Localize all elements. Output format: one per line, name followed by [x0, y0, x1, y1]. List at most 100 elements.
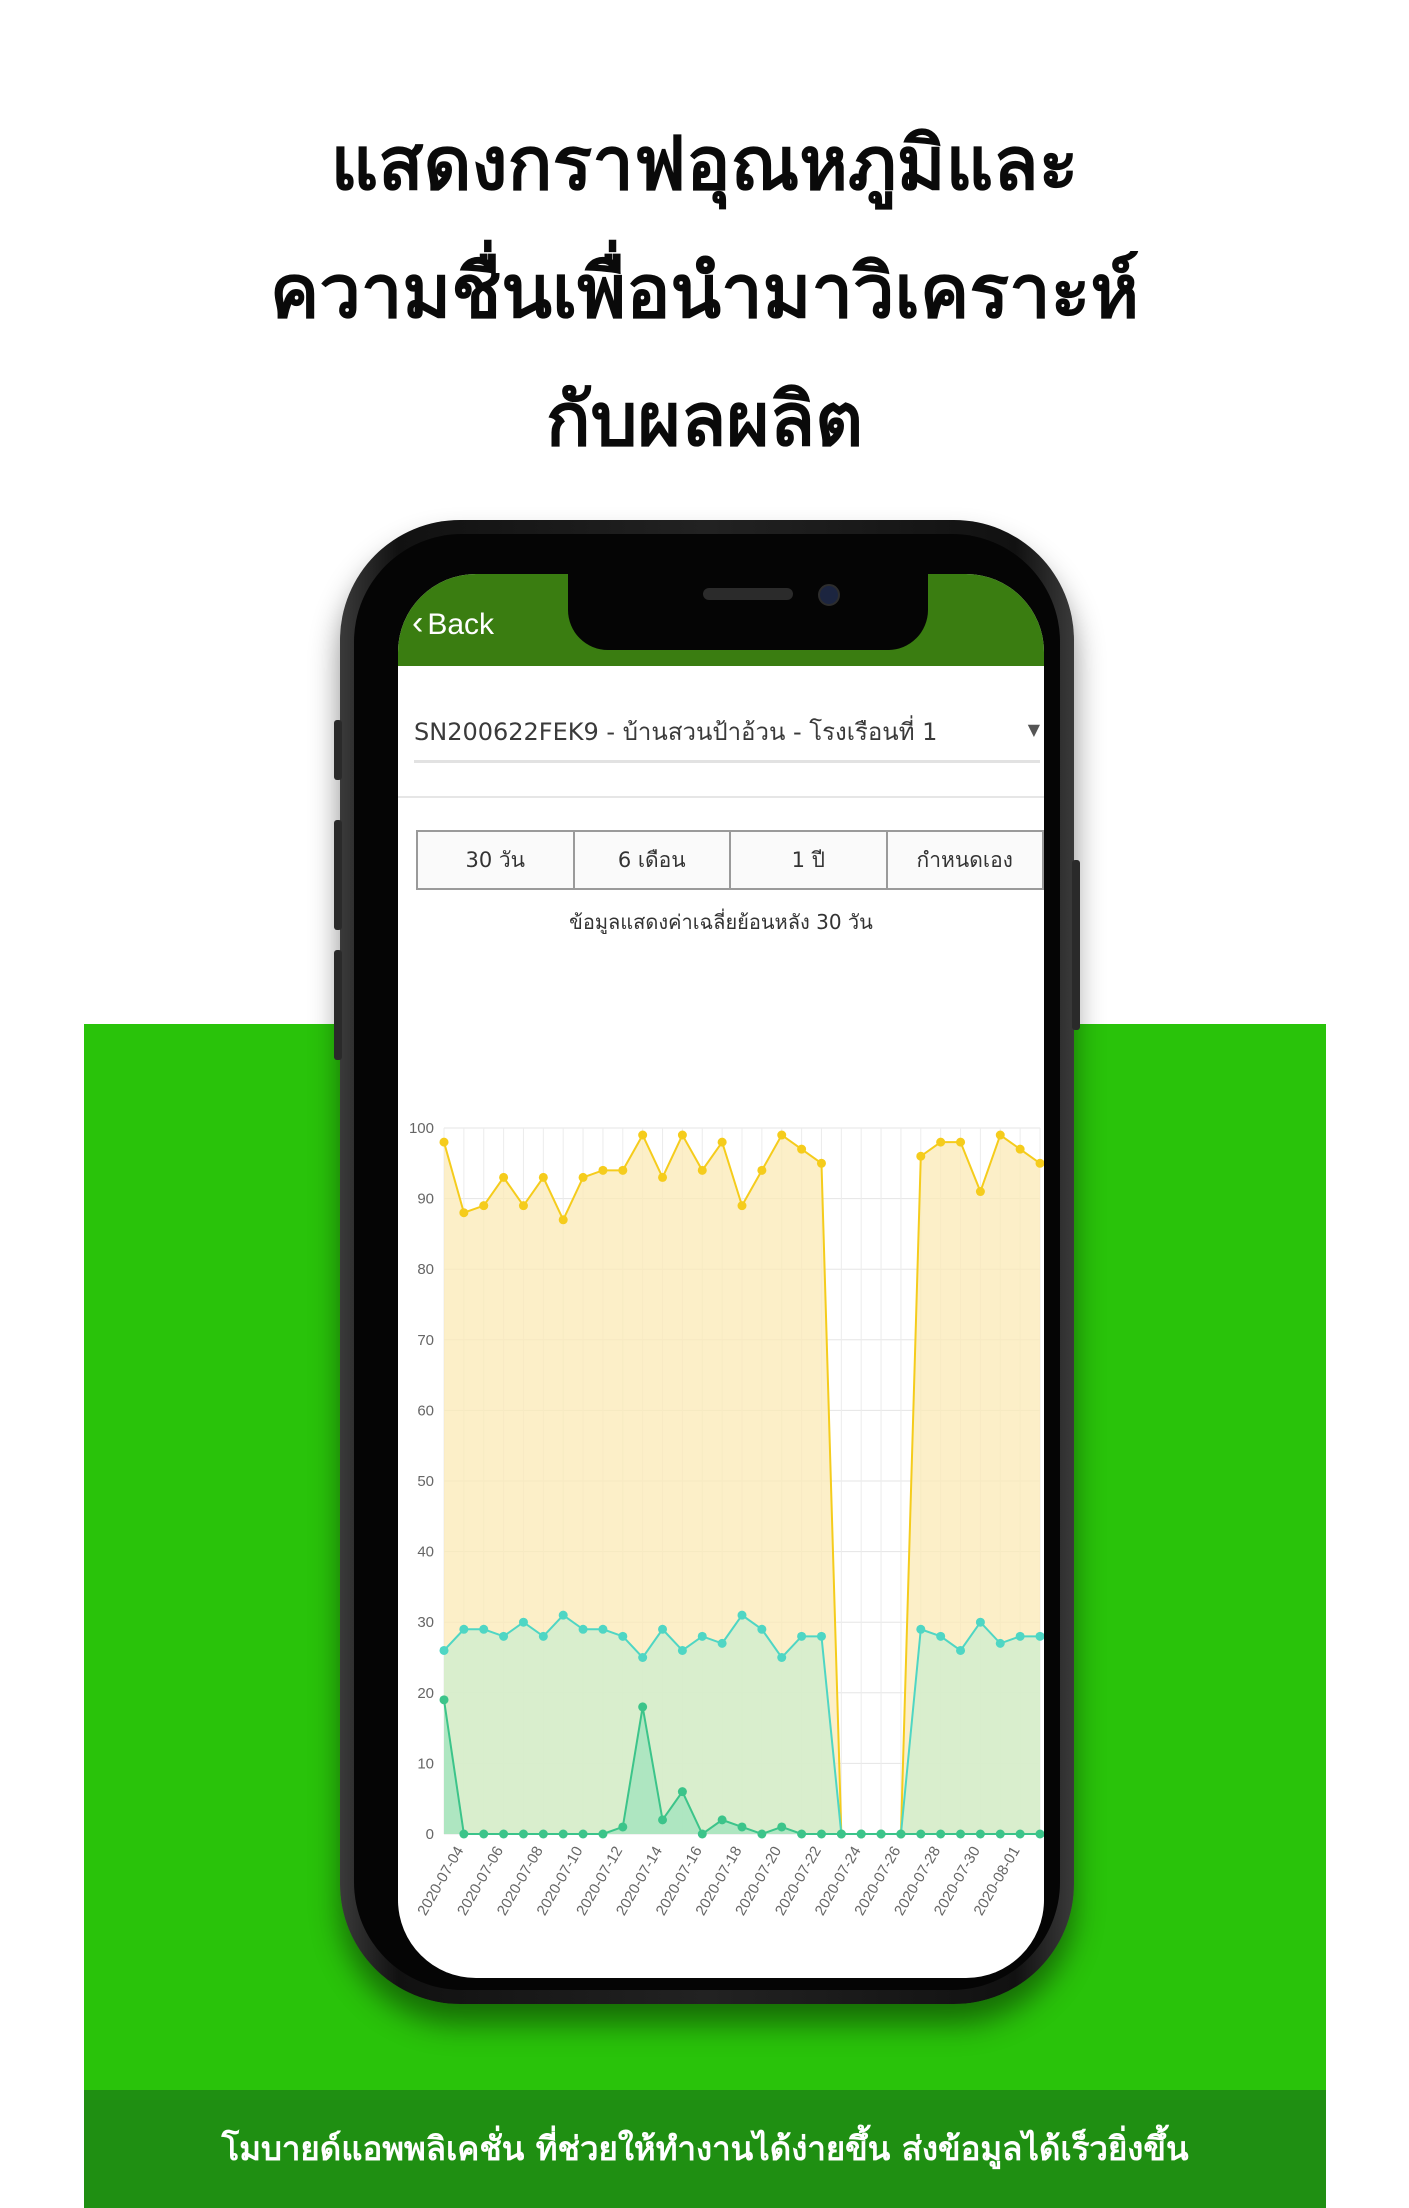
data-point: [956, 1137, 966, 1147]
data-point: [916, 1829, 926, 1839]
y-tick-label: 80: [417, 1261, 434, 1278]
headline-line-2: ความชื่นเพื่อนำมาวิเคราะห์: [269, 249, 1140, 335]
tab-30-days[interactable]: 30 วัน: [418, 832, 575, 888]
back-label: Back: [427, 608, 495, 641]
data-point: [836, 1829, 846, 1839]
data-point: [578, 1829, 588, 1839]
data-point: [717, 1137, 727, 1147]
data-point: [916, 1624, 926, 1634]
data-point: [538, 1631, 548, 1641]
data-point: [499, 1631, 509, 1641]
data-point: [658, 1624, 668, 1634]
data-point: [777, 1822, 787, 1832]
data-point: [638, 1702, 648, 1712]
speaker-grille: [703, 588, 793, 600]
volume-up-button: [334, 820, 342, 930]
divider: [398, 796, 1044, 798]
data-point: [677, 1645, 687, 1655]
data-point: [697, 1829, 707, 1839]
data-point: [638, 1130, 648, 1140]
data-point: [1015, 1631, 1025, 1641]
data-point: [697, 1165, 707, 1175]
data-point: [499, 1172, 509, 1182]
phone-screen: ‹Back ดูข้อมูลย้อนหลัง SN200622FEK9 - บ้…: [398, 574, 1044, 1978]
power-button: [1072, 860, 1080, 1030]
data-point: [479, 1829, 489, 1839]
data-point: [518, 1829, 528, 1839]
data-point: [995, 1638, 1005, 1648]
y-tick-label: 100: [409, 1120, 434, 1137]
headline-line-3: กับผลผลิต: [545, 377, 864, 463]
data-point: [975, 1829, 985, 1839]
data-point: [518, 1617, 528, 1627]
data-point: [459, 1624, 469, 1634]
data-point: [558, 1829, 568, 1839]
data-point: [638, 1653, 648, 1662]
range-tabs: 30 วัน 6 เดือน 1 ปี กำหนดเอง: [416, 830, 1044, 890]
y-tick-label: 20: [417, 1685, 434, 1702]
data-point: [598, 1829, 608, 1839]
data-point: [558, 1215, 568, 1225]
data-point: [538, 1172, 548, 1182]
history-chart: 01020304050607080901002020-07-042020-07-…: [409, 1120, 1044, 1918]
phone-bezel: ‹Back ดูข้อมูลย้อนหลัง SN200622FEK9 - บ้…: [354, 534, 1060, 1990]
data-point: [658, 1815, 668, 1825]
data-point: [797, 1829, 807, 1839]
tab-6-months[interactable]: 6 เดือน: [574, 832, 731, 888]
data-point: [975, 1617, 985, 1627]
back-button[interactable]: ‹ Back: [412, 604, 494, 643]
footer-bar: โมบายด์แอพพลิเคชั่น ที่ช่วยให้ทำงานได้ง่…: [84, 2090, 1326, 2208]
data-point: [459, 1829, 469, 1839]
data-point: [956, 1645, 966, 1655]
data-point: [797, 1144, 807, 1154]
data-point: [658, 1172, 668, 1182]
y-tick-label: 50: [417, 1473, 434, 1490]
y-tick-label: 70: [417, 1332, 434, 1349]
data-point: [777, 1130, 787, 1140]
data-point: [677, 1787, 687, 1797]
y-tick-label: 90: [417, 1191, 434, 1208]
data-point: [717, 1638, 727, 1648]
y-tick-label: 40: [417, 1544, 434, 1561]
data-point: [995, 1130, 1005, 1140]
data-point: [936, 1137, 946, 1147]
series-area-1: [444, 1615, 1040, 1834]
phone-mockup: ‹Back ดูข้อมูลย้อนหลัง SN200622FEK9 - บ้…: [334, 520, 1080, 2004]
data-point: [816, 1158, 826, 1168]
chart-caption: ข้อมูลแสดงค่าเฉลี่ยย้อนหลัง 30 วัน: [569, 910, 873, 934]
data-point: [777, 1653, 787, 1662]
y-tick-label: 60: [417, 1402, 434, 1419]
data-point: [538, 1829, 548, 1839]
data-point: [618, 1165, 628, 1175]
data-point: [1035, 1829, 1044, 1839]
caret-down-icon: ▼: [1027, 720, 1040, 739]
data-point: [578, 1172, 588, 1182]
chevron-left-icon: ‹: [412, 604, 424, 642]
phone-notch: [568, 574, 928, 650]
data-point: [717, 1815, 727, 1825]
mute-switch: [334, 720, 342, 780]
data-point: [816, 1829, 826, 1839]
tab-custom[interactable]: กำหนดเอง: [887, 832, 1042, 888]
data-point: [757, 1624, 767, 1634]
data-point: [757, 1165, 767, 1175]
device-select-value: SN200622FEK9 - บ้านสวนป้าอ้วน - โรงเรือน…: [414, 718, 938, 746]
data-point: [936, 1829, 946, 1839]
y-tick-label: 10: [417, 1755, 434, 1772]
data-point: [916, 1151, 926, 1161]
device-select[interactable]: SN200622FEK9 - บ้านสวนป้าอ้วน - โรงเรือน…: [414, 712, 1040, 763]
y-tick-label: 30: [417, 1614, 434, 1631]
data-point: [737, 1610, 747, 1620]
data-point: [618, 1822, 628, 1832]
data-point: [1015, 1144, 1025, 1154]
headline: แสดงกราฟอุณหภูมิและ ความชื่นเพื่อนำมาวิเ…: [0, 100, 1409, 484]
data-point: [757, 1829, 767, 1839]
data-point: [618, 1631, 628, 1641]
data-point: [856, 1829, 866, 1839]
data-point: [1035, 1158, 1044, 1168]
data-point: [578, 1624, 588, 1634]
data-point: [558, 1610, 568, 1620]
data-point: [439, 1695, 449, 1705]
data-point: [499, 1829, 509, 1839]
tab-1-year[interactable]: 1 ปี: [731, 832, 888, 888]
